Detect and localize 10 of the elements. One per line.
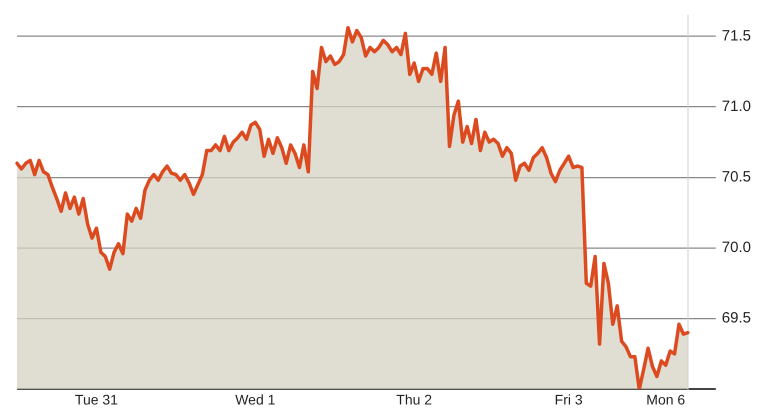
y-tick-label: 70.0	[722, 239, 752, 256]
y-tick-label: 70.5	[722, 168, 752, 186]
x-tick-label: Thu 2	[396, 391, 432, 408]
x-tick-label: Wed 1	[235, 391, 276, 408]
y-tick-label: 71.0	[722, 98, 752, 115]
y-tick-label: 69.5	[722, 310, 752, 327]
x-tick-label: Fri 3	[554, 391, 583, 408]
x-tick-label: Mon 6	[646, 391, 686, 408]
y-tick-label: 71.5	[722, 27, 752, 44]
x-tick-label: Tue 31	[74, 391, 118, 408]
